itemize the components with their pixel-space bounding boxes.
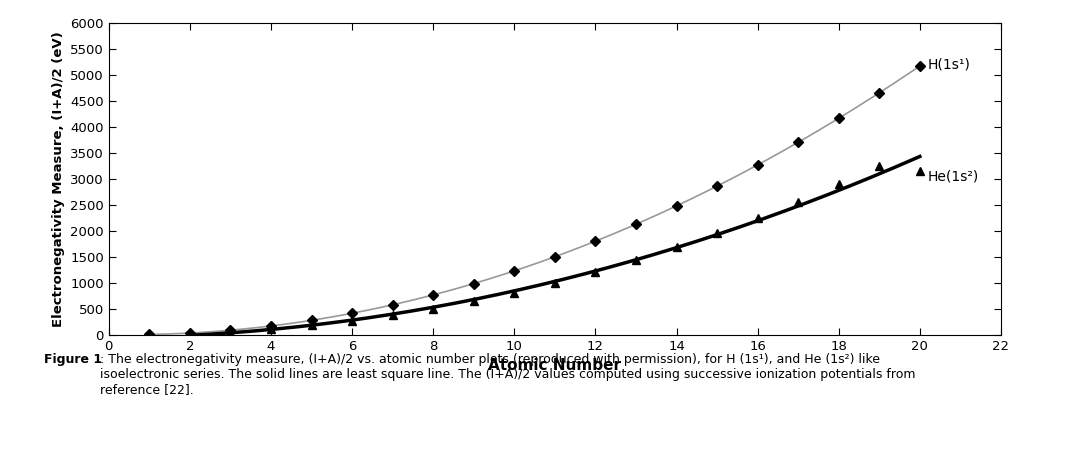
Text: H(1s¹): H(1s¹) — [928, 58, 970, 72]
Text: Figure 1: Figure 1 — [44, 353, 101, 366]
Text: He(1s²): He(1s²) — [928, 169, 979, 183]
Y-axis label: Electronegativity Measure, (I+A)/2 (eV): Electronegativity Measure, (I+A)/2 (eV) — [51, 31, 64, 327]
Text: : The electronegativity measure, (I+A)/2 vs. atomic number plots (reproduced wit: : The electronegativity measure, (I+A)/2… — [100, 353, 916, 396]
X-axis label: Atomic Number: Atomic Number — [489, 358, 621, 373]
